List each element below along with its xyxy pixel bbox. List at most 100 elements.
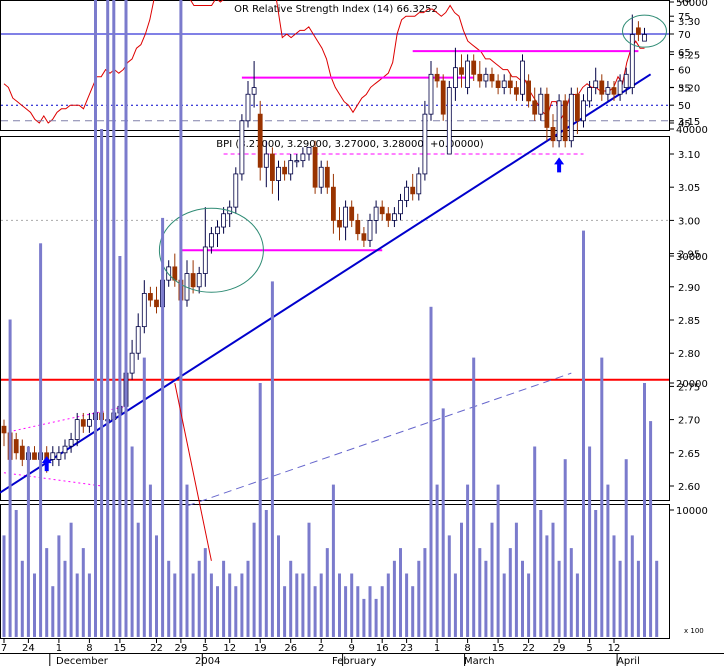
volume-bar: [106, 0, 110, 637]
candle-body: [514, 87, 519, 95]
volume-bar: [277, 535, 280, 637]
month-label-2004: 2004: [195, 656, 220, 666]
volume-bar: [551, 522, 555, 637]
month-label-december: December: [56, 656, 109, 666]
buy-arrow-icon: [554, 157, 565, 173]
x-tick-label: 8: [86, 643, 92, 654]
volume-bar: [582, 230, 585, 637]
volume-trend-line: [174, 382, 212, 561]
candle-body: [1, 425, 7, 434]
candle-body: [538, 93, 544, 115]
volume-bar: [26, 446, 30, 637]
volume-bar: [313, 586, 317, 637]
price-y-tick-label: 2.70: [678, 416, 700, 427]
candle-body: [154, 299, 159, 308]
price-y-tick-label: 3.25: [678, 50, 700, 61]
candle-body: [239, 120, 245, 175]
volume-bar: [270, 281, 274, 637]
volume-bar: [69, 522, 73, 637]
x-tick-label: 19: [254, 643, 267, 654]
candle-body: [196, 273, 202, 288]
volume-bar: [307, 522, 311, 637]
price-y-tick-label: 2.65: [678, 449, 700, 460]
month-label-march: March: [464, 656, 494, 666]
price-y-tick-label: 3.15: [678, 117, 700, 128]
candle-body: [367, 219, 373, 241]
x-tick-label: 16: [376, 643, 389, 654]
price-y-tick-label: 3.30: [678, 17, 700, 28]
volume-bar: [185, 484, 189, 637]
volume-bar: [392, 560, 396, 637]
price-y-tick-label: 2.85: [678, 316, 700, 327]
volume-bar: [130, 446, 134, 637]
candle-body: [337, 219, 342, 228]
volume-bar: [63, 560, 67, 637]
volume-bar: [533, 446, 537, 637]
x-tick-label: 5: [586, 643, 592, 654]
candle-body: [410, 186, 416, 195]
price-y-tick-label: 2.60: [678, 482, 700, 493]
candle-body: [129, 352, 135, 374]
volume-bar: [301, 573, 305, 637]
chart-marks: 455055606570758085902.602.652.702.752.80…: [0, 0, 708, 666]
candle-body: [599, 80, 605, 95]
price-y-tick-label: 2.75: [678, 382, 700, 393]
candle-body: [379, 206, 385, 215]
volume-y-tick-label: 30000: [676, 252, 708, 263]
candle-body: [56, 452, 62, 460]
candle-body: [263, 153, 269, 168]
x-tick-label: 24: [22, 643, 35, 654]
x-tick-label: 29: [175, 643, 188, 654]
volume-bar: [283, 586, 287, 637]
candle-body: [135, 326, 141, 354]
volume-bar: [142, 357, 146, 637]
volume-bar: [447, 535, 451, 637]
volume-bar: [600, 357, 604, 637]
candle-body: [50, 452, 56, 460]
candle-body: [398, 200, 403, 215]
volume-bar: [124, 0, 128, 637]
candle-body: [349, 206, 355, 221]
volume-bar: [100, 129, 104, 637]
x-tick-label: 26: [284, 643, 297, 654]
candle-body: [300, 153, 306, 162]
rsi-y-tick-label: 80: [678, 0, 691, 5]
volume-bar: [179, 0, 183, 637]
volume-bar: [57, 535, 61, 637]
candle-body: [190, 273, 196, 288]
rsi-y-tick-label: 50: [678, 101, 691, 112]
channel-lower-dotted: [3, 472, 102, 487]
candle-body: [446, 87, 452, 155]
candle-body: [80, 419, 86, 427]
volume-bar: [203, 548, 207, 637]
volume-bar: [252, 522, 256, 637]
candle-body: [495, 80, 501, 88]
candle-body: [312, 146, 318, 188]
candle-body: [544, 93, 550, 128]
candle-body: [282, 166, 288, 175]
candle-body: [251, 87, 257, 95]
volume-bar: [405, 573, 409, 637]
volume-bar: [453, 573, 457, 637]
candle-body: [440, 80, 446, 115]
volume-bar: [606, 484, 610, 637]
candle-body: [562, 100, 568, 142]
volume-bar: [649, 421, 653, 637]
volume-y-tick-label: 20000: [676, 379, 708, 390]
x-tick-label: 1: [56, 643, 62, 654]
volume-bar: [630, 535, 634, 637]
rsi-y-tick-label: 75: [678, 12, 691, 23]
rsi-y-tick-label: 65: [678, 48, 691, 59]
volume-bar: [521, 560, 524, 637]
price-y-tick-label: 3.20: [678, 84, 700, 95]
candle-body: [202, 246, 208, 274]
candle-body: [581, 100, 586, 122]
x-tick-label: 12: [223, 643, 236, 654]
volume-bar: [575, 573, 579, 637]
candle-body: [306, 146, 312, 155]
x-tick-label: 15: [114, 643, 127, 654]
volume-bar: [368, 586, 372, 637]
volume-bar: [161, 217, 165, 637]
volume-bar: [295, 573, 299, 637]
volume-bar: [338, 573, 341, 637]
